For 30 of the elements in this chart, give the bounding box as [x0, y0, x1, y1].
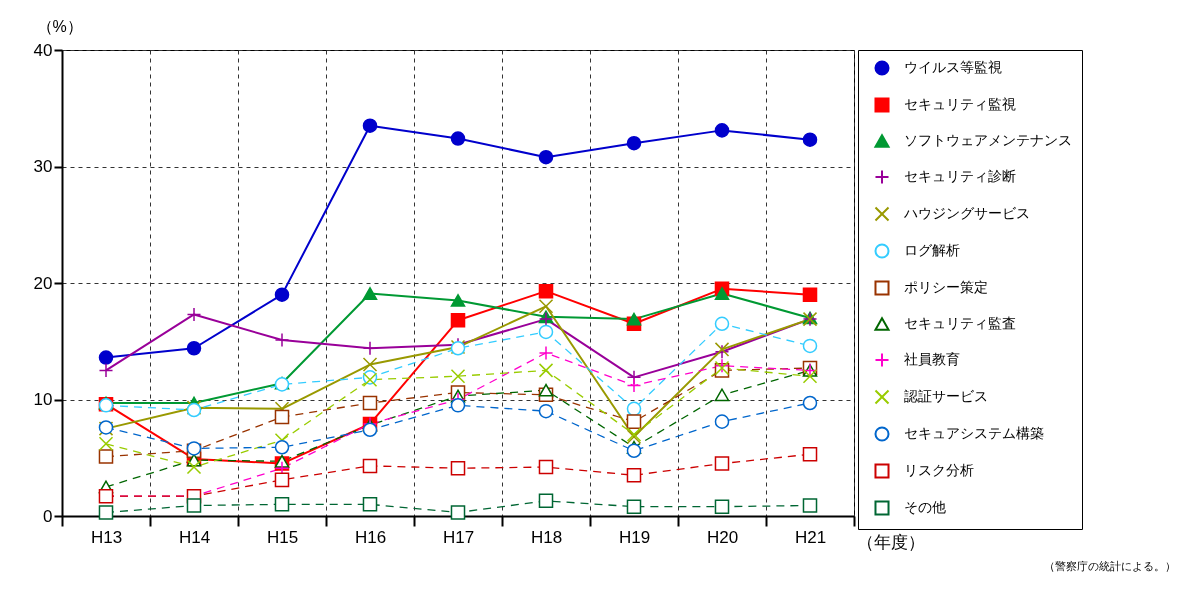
x-tick-label: H18	[530, 527, 563, 547]
x-tick-label: H19	[618, 527, 651, 547]
legend-label: 社員教育	[904, 351, 960, 367]
legend-label: ウイルス等監視	[904, 59, 1002, 75]
legend-label: ポリシー策定	[904, 279, 988, 295]
legend-label: リスク分析	[904, 462, 974, 478]
legend-label: 認証サービス	[904, 388, 988, 404]
legend-label: ソフトウェアメンテナンス	[904, 132, 1072, 148]
legend-label: セキュリティ監視	[904, 96, 1016, 112]
y-tick-label: 20	[33, 273, 53, 293]
x-tick-label: H17	[442, 527, 475, 547]
legend-label: ログ解析	[904, 242, 960, 258]
text: （警察庁の統計による。）	[1044, 560, 1176, 572]
y-tick-label: 40	[33, 40, 53, 60]
legend-label: セキュアシステム構築	[904, 425, 1044, 441]
legend-label: セキュリティ監査	[904, 315, 1016, 331]
y-axis-title: （%）	[36, 17, 83, 35]
x-tick-label: H21	[794, 527, 827, 547]
legend-label: その他	[904, 499, 946, 515]
x-tick-label: H20	[706, 527, 739, 547]
legend-label: セキュリティ診断	[904, 168, 1016, 184]
y-tick-label: 10	[33, 390, 53, 409]
x-tick-label: H14	[178, 527, 211, 547]
x-axis-title: （年度）	[856, 532, 925, 552]
x-tick-label: H16	[354, 527, 387, 547]
x-tick-label: H13	[90, 527, 123, 547]
x-tick-label: H15	[266, 527, 299, 547]
legend-label: ハウジングサービス	[903, 205, 1030, 221]
y-tick-label: 30	[33, 157, 53, 176]
y-tick-label: 0	[43, 506, 53, 526]
